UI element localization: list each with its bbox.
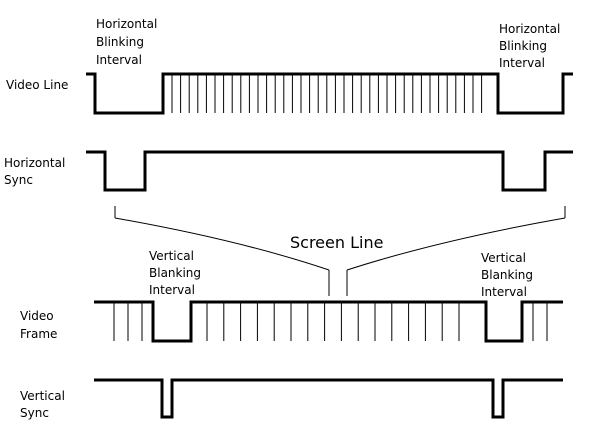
h-blanking-right-3: Interval xyxy=(499,56,545,70)
video-line-ticks xyxy=(171,75,483,113)
h-blanking-right-1: Horizontal xyxy=(499,22,560,36)
v-blanking-right-2: Blanking xyxy=(481,268,533,282)
video-frame-label-1: Video xyxy=(20,309,54,323)
horizontal-sync-label-2: Sync xyxy=(4,173,33,187)
h-blanking-left-1: Horizontal xyxy=(96,17,157,31)
screen-line-brace xyxy=(114,206,566,296)
h-blanking-left-3: Interval xyxy=(96,53,142,67)
h-blanking-right-2: Blinking xyxy=(499,39,547,53)
v-blanking-left-3: Interval xyxy=(149,283,195,297)
vertical-sync-label-1: Vertical xyxy=(20,389,65,403)
vertical-sync-waveform xyxy=(94,378,563,419)
horizontal-sync-label-1: Horizontal xyxy=(4,156,65,170)
v-blanking-right-3: Interval xyxy=(481,285,527,299)
screen-line-label: Screen Line xyxy=(290,233,383,252)
video-frame-ticks xyxy=(113,303,548,341)
v-blanking-left-1: Vertical xyxy=(149,249,194,263)
video-frame-label-2: Frame xyxy=(20,327,57,341)
vertical-sync-label-2: Sync xyxy=(20,406,49,420)
v-blanking-right-1: Vertical xyxy=(481,251,526,265)
video-line-label: Video Line xyxy=(6,78,68,92)
horizontal-sync-waveform xyxy=(86,150,573,192)
video-frame-waveform xyxy=(94,300,563,343)
h-blanking-left-2: Blinking xyxy=(96,35,144,49)
v-blanking-left-2: Blanking xyxy=(149,266,201,280)
video-line-waveform xyxy=(86,72,573,115)
